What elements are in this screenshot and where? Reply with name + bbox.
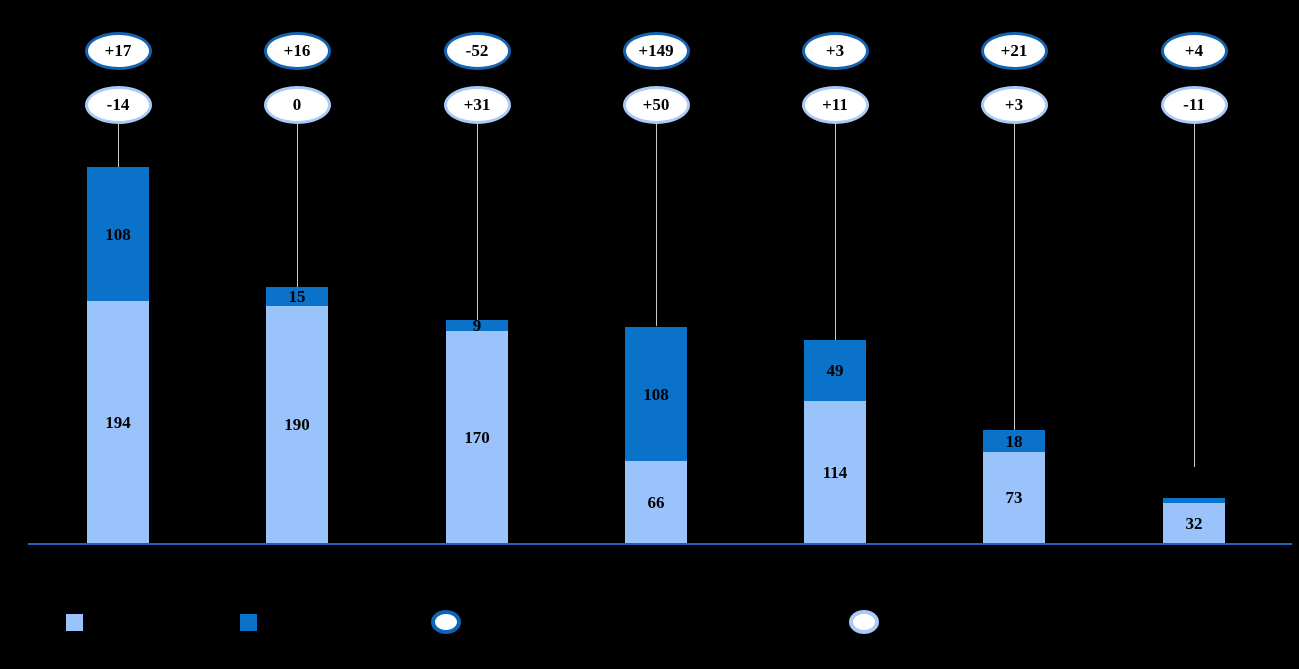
- bar-segment-value-label: 190: [284, 415, 310, 434]
- annotation-oval-row2-bar5: +11: [801, 86, 869, 124]
- annotation-oval-row1-bar5: +3: [801, 32, 869, 70]
- connector-line: [118, 124, 119, 167]
- annotation-oval-row2-bar3: +31: [443, 86, 511, 124]
- bar-1-light-segment: 194: [87, 301, 149, 543]
- legend-square-marker-2: [240, 613, 257, 631]
- bar-segment-value-label: 49: [826, 361, 844, 380]
- bar-segment-value-label: 15: [288, 287, 306, 306]
- annotation-oval-row1-bar3: -52: [443, 32, 511, 70]
- bar-6-light-segment: 73: [983, 452, 1045, 543]
- connector-line: [1014, 124, 1015, 436]
- connector-line: [835, 124, 836, 340]
- bar-5-dark-segment: 49: [804, 340, 866, 401]
- annotation-oval-row2-bar6: +3: [980, 86, 1048, 124]
- bar-segment-value-label: 108: [105, 224, 131, 244]
- connector-line: [297, 124, 298, 288]
- bar-segment-value-label: 194: [105, 412, 131, 432]
- bar-1-dark-segment: 108: [87, 167, 149, 301]
- bar-segment-value-label: 73: [1005, 488, 1023, 507]
- annotation-oval-row2-bar1: -14: [84, 86, 152, 124]
- annotation-oval-row1-bar7: +4: [1160, 32, 1228, 70]
- bar-segment-value-label: 114: [822, 462, 848, 482]
- annotation-oval-row1-bar6: +21: [980, 32, 1048, 70]
- bar-segment-value-label: 32: [1185, 513, 1203, 533]
- x-axis-baseline: [28, 543, 1292, 545]
- annotation-oval-row1-bar1: +17: [84, 32, 152, 70]
- bar-2-light-segment: 190: [266, 306, 328, 543]
- bar-6-dark-segment: 18: [983, 430, 1045, 452]
- legend-oval-marker-4: [849, 610, 879, 634]
- bar-3-light-segment: 170: [446, 331, 508, 543]
- bar-segment-value-label: 66: [647, 492, 665, 512]
- bar-segment-value-label: 9: [472, 316, 482, 335]
- bar-3-dark-segment: 9: [446, 316, 508, 335]
- annotation-oval-row1-bar4: +149: [622, 32, 690, 70]
- connector-line: [1194, 124, 1195, 467]
- annotation-oval-row1-bar2: +16: [263, 32, 331, 70]
- connector-line: [477, 124, 478, 350]
- bar-segment-value-label: 170: [464, 427, 490, 447]
- bar-2-dark-segment: 15: [266, 287, 328, 306]
- bar-4-light-segment: 66: [625, 461, 687, 543]
- annotation-oval-row2-bar4: +50: [622, 86, 690, 124]
- bar-7-light-segment: 32: [1163, 503, 1225, 543]
- annotation-oval-row2-bar2: 0: [263, 86, 331, 124]
- bar-5-light-segment: 114: [804, 401, 866, 543]
- bar-4-dark-segment: 108: [625, 327, 687, 461]
- legend-square-marker-1: [66, 613, 83, 631]
- legend-oval-marker-3: [431, 610, 461, 634]
- bar-segment-value-label: 108: [643, 384, 669, 404]
- bar-7-dark-segment: [1163, 498, 1225, 503]
- bar-segment-value-label: 18: [1005, 431, 1023, 451]
- annotation-oval-row2-bar7: -11: [1160, 86, 1228, 124]
- connector-line: [656, 124, 657, 326]
